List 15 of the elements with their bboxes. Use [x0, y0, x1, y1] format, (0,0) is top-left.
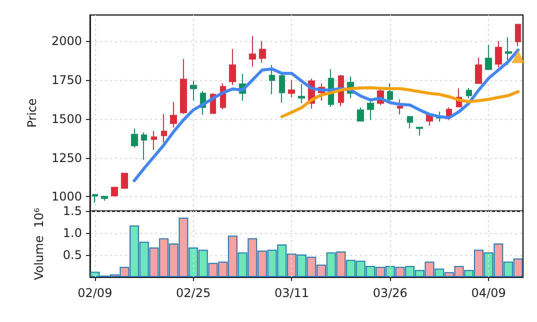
x-tick-label: 03/11 [274, 286, 310, 300]
y-tick-label: 1.5 [62, 204, 82, 218]
x-tick-label: 04/09 [471, 286, 506, 300]
y-tick-label: 1250 [51, 150, 82, 165]
y-tick-label: 1.0 [62, 226, 82, 240]
x-tick-label: 03/26 [372, 286, 408, 300]
y-tick-label: 2000 [51, 34, 82, 48]
x-tick-label: 02/25 [176, 286, 211, 300]
y-tick-label: 1750 [51, 72, 82, 87]
y-tick-label: 1000 [51, 190, 82, 204]
y-tick-label: 1500 [51, 112, 82, 126]
y-axis-title: Price [25, 98, 39, 128]
y-axis-title: Volume 10⁶ [32, 208, 46, 280]
y-tick-label: 0.5 [62, 248, 82, 262]
x-tick-label: 02/09 [78, 286, 112, 300]
